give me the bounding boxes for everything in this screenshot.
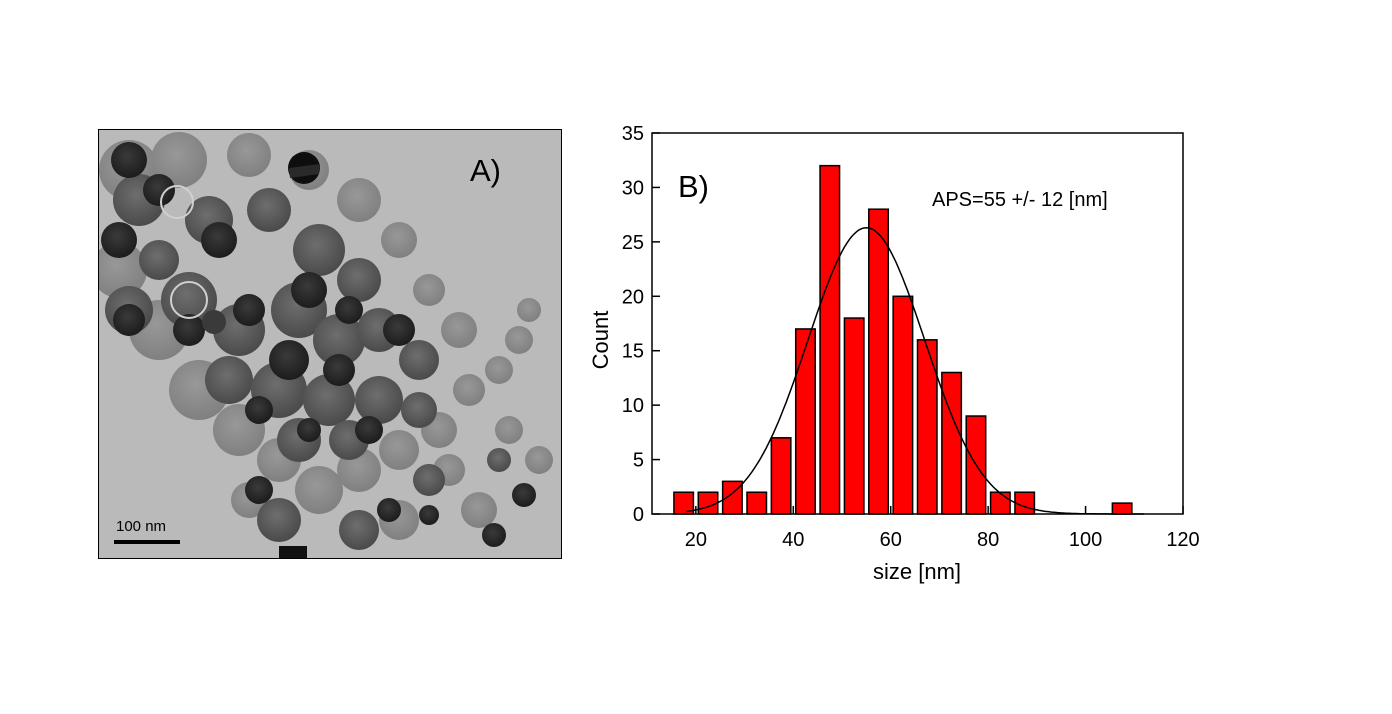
- histogram-bar: [989, 491, 1011, 515]
- tem-micrograph-icon: [99, 130, 561, 558]
- x-tick-label: 120: [1166, 529, 1199, 551]
- x-tick-label: 40: [782, 529, 804, 551]
- histogram-bar: [868, 208, 890, 515]
- histogram-bar: [770, 437, 792, 515]
- y-tick-label: 35: [622, 123, 644, 145]
- panel-a-label: A): [470, 153, 501, 188]
- histogram-bar: [673, 491, 695, 515]
- y-tick-label: 5: [633, 450, 644, 472]
- aps-annotation: APS=55 +/- 12 [nm]: [932, 189, 1108, 211]
- histogram-bar: [941, 371, 963, 515]
- histogram-bar: [892, 295, 914, 515]
- y-tick-label: 0: [633, 504, 644, 526]
- panel-b-label: B): [678, 169, 709, 204]
- histogram-bar: [916, 339, 938, 515]
- histogram-bar: [794, 328, 816, 515]
- y-axis-label: Count: [588, 311, 613, 370]
- x-tick-label: 60: [880, 529, 902, 551]
- y-tick-label: 15: [622, 341, 644, 363]
- x-tick-label: 20: [685, 529, 707, 551]
- histogram-bar: [1111, 502, 1133, 515]
- y-tick-label: 20: [622, 286, 644, 308]
- y-tick-label: 25: [622, 232, 644, 254]
- x-tick-label: 100: [1069, 529, 1102, 551]
- y-tick-label: 30: [622, 177, 644, 199]
- scale-bar: [114, 540, 180, 544]
- histogram-bar: [819, 164, 841, 515]
- histogram-bar: [697, 491, 719, 515]
- tem-image-panel: [98, 129, 562, 559]
- x-axis-label: size [nm]: [873, 559, 961, 584]
- histogram-bar: [746, 491, 768, 515]
- scale-bar-label: 100 nm: [116, 518, 167, 535]
- gaussian-fit-curve: [686, 226, 1144, 515]
- histogram-bar: [843, 317, 865, 515]
- y-tick-label: 10: [622, 395, 644, 417]
- x-tick-label: 80: [977, 529, 999, 551]
- histogram-bar: [1014, 491, 1036, 515]
